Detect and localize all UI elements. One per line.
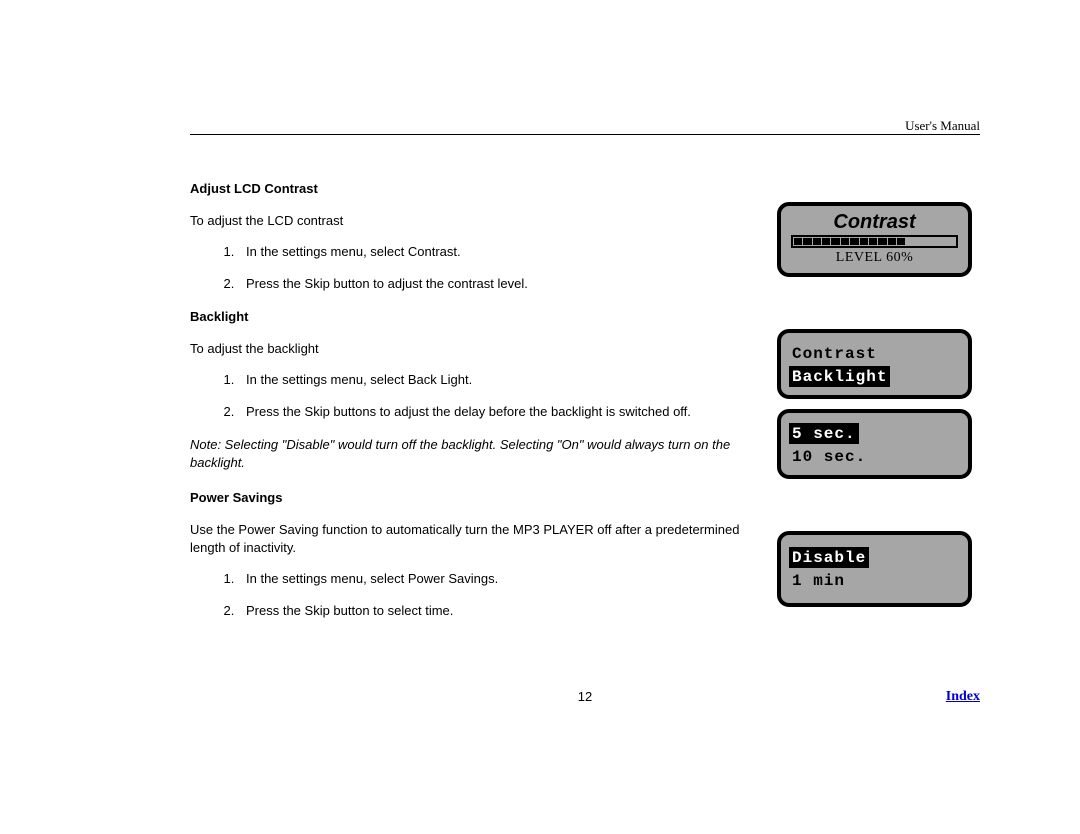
main-column: Adjust LCD Contrast To adjust the LCD co… [190,180,757,635]
section-title-backlight: Backlight [190,308,757,326]
progress-cell [897,238,905,245]
menu-item-selected: 5 sec. [789,423,859,444]
progress-cell [850,238,858,245]
section-intro: To adjust the LCD contrast [190,212,757,230]
footer: 12 Index [190,689,980,704]
step-item: In the settings menu, select Contrast. [238,243,757,261]
step-item: Press the Skip buttons to adjust the del… [238,403,757,421]
section-title-contrast: Adjust LCD Contrast [190,180,757,198]
header-right-text: User's Manual [905,118,980,134]
progress-cell [860,238,868,245]
progress-cell [813,238,821,245]
steps-list: In the settings menu, select Back Light.… [190,371,757,420]
progress-cell [841,238,849,245]
content-row: Adjust LCD Contrast To adjust the LCD co… [190,180,980,635]
lcd-menu-bottom: 5 sec. 10 sec. [777,409,972,479]
progress-cell [831,238,839,245]
menu-item: 10 sec. [789,446,869,467]
progress-cell [878,238,886,245]
step-item: In the settings menu, select Back Light. [238,371,757,389]
lcd-backlight-panel-group: Contrast Backlight 5 sec. 10 sec. [777,329,980,479]
section-intro: To adjust the backlight [190,340,757,358]
menu-item-selected: Disable [789,547,869,568]
note-text: Note: Selecting "Disable" would turn off… [190,436,757,471]
progress-cell [869,238,877,245]
section-body: Use the Power Saving function to automat… [190,521,757,556]
progress-bar [791,235,958,248]
level-text: LEVEL 60% [791,250,958,266]
menu-item: Contrast [789,343,880,364]
page-number: 12 [190,689,980,704]
lcd-contrast-panel: Contrast LEVEL 60% [777,202,972,277]
progress-cell [822,238,830,245]
progress-cell [803,238,811,245]
index-link[interactable]: Index [946,689,980,705]
step-item: Press the Skip button to select time. [238,602,757,620]
menu-item: 1 min [789,570,848,591]
steps-list: In the settings menu, select Power Savin… [190,570,757,619]
menu-item-selected: Backlight [789,366,890,387]
progress-empty [906,238,955,245]
lcd-panel-title: Contrast [791,211,958,234]
header-rule [190,134,980,135]
lcd-power-panel: Disable 1 min [777,531,972,607]
step-item: Press the Skip button to adjust the cont… [238,275,757,293]
step-item: In the settings menu, select Power Savin… [238,570,757,588]
lcd-menu-top: Contrast Backlight [777,329,972,399]
progress-cell [888,238,896,245]
steps-list: In the settings menu, select Contrast. P… [190,243,757,292]
section-title-power: Power Savings [190,489,757,507]
progress-cell [794,238,802,245]
side-column: Contrast LEVEL 60% Contrast Backlight 5 … [777,180,980,635]
